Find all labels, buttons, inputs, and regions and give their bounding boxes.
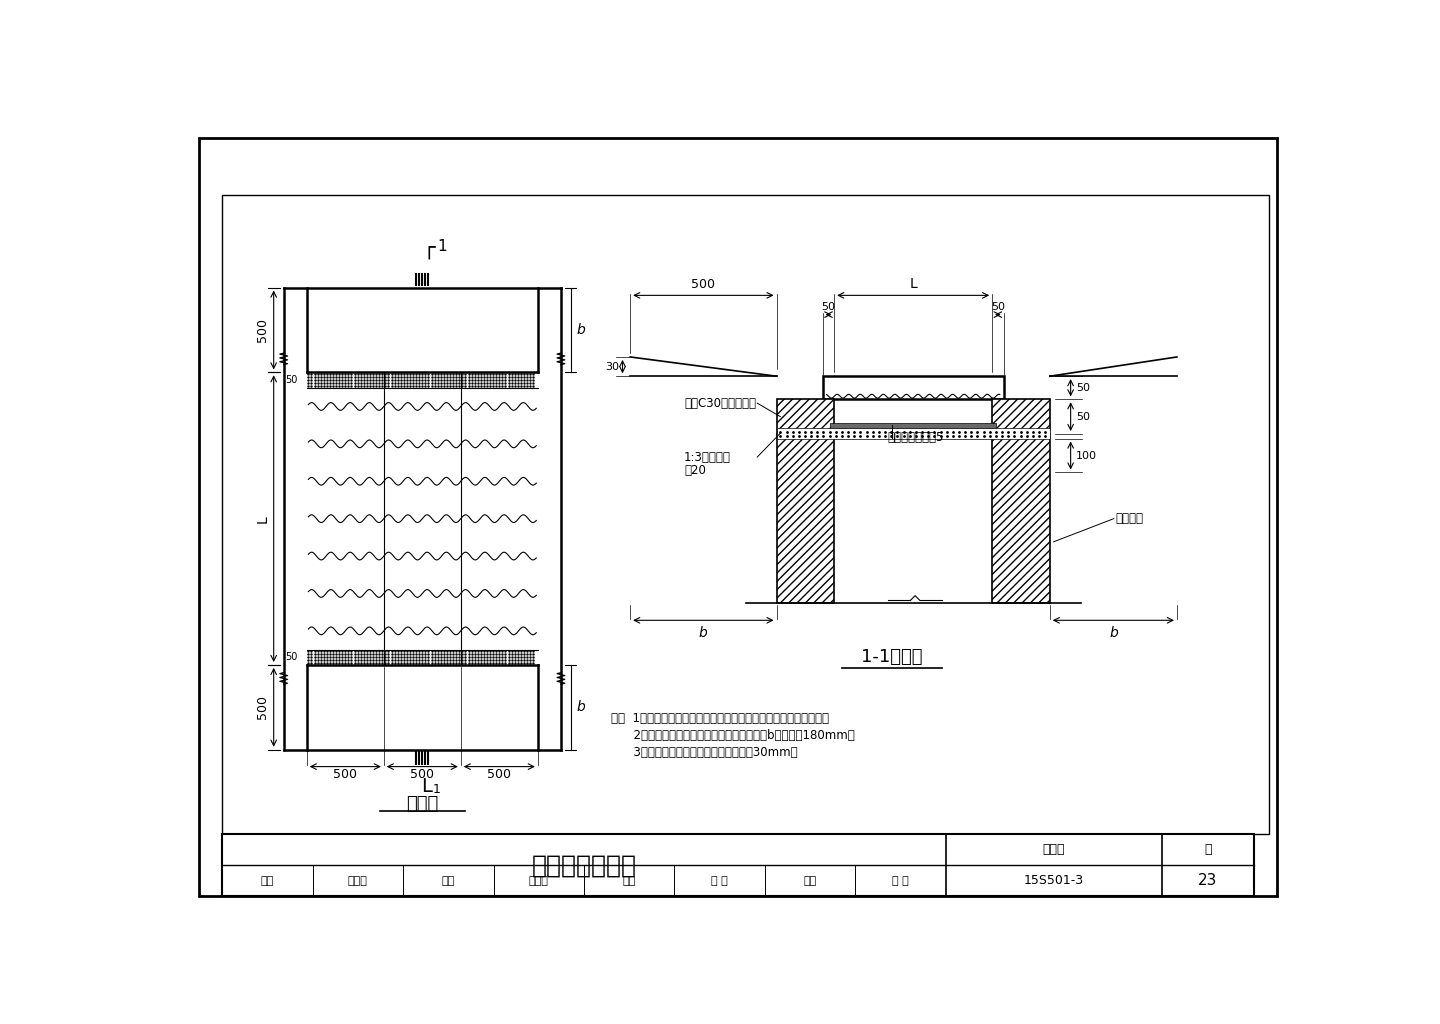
Bar xyxy=(455,385,467,391)
Bar xyxy=(776,399,834,434)
Text: 钟建庆: 钟建庆 xyxy=(528,876,549,886)
Text: 50: 50 xyxy=(991,301,1005,311)
Text: 赵兴国: 赵兴国 xyxy=(348,876,367,886)
Text: b: b xyxy=(698,627,707,640)
Bar xyxy=(222,835,1254,896)
Text: 50: 50 xyxy=(1076,412,1090,422)
Text: 1:3水泥砂浆: 1:3水泥砂浆 xyxy=(684,451,732,464)
Text: 23: 23 xyxy=(1198,873,1217,888)
Text: 制图: 制图 xyxy=(622,876,636,886)
Bar xyxy=(222,196,1269,835)
Text: 15S501-3: 15S501-3 xyxy=(1024,874,1084,887)
Bar xyxy=(377,385,390,391)
Text: 1: 1 xyxy=(438,240,448,254)
Text: 500: 500 xyxy=(256,318,269,342)
Text: 50: 50 xyxy=(285,652,298,663)
Text: 500: 500 xyxy=(256,695,269,719)
Text: 注：  1．明沟侧墙材料：砖砌体、混凝土模块砌体、钢筋混凝土等。: 注： 1．明沟侧墙材料：砖砌体、混凝土模块砌体、钢筋混凝土等。 xyxy=(611,713,829,725)
Bar xyxy=(307,373,537,665)
Text: 叶 琳: 叶 琳 xyxy=(711,876,729,886)
Text: 30: 30 xyxy=(605,361,619,372)
Text: 图集号: 图集号 xyxy=(1043,843,1066,856)
Text: 500: 500 xyxy=(487,768,511,780)
Bar xyxy=(776,434,834,603)
Text: b: b xyxy=(576,700,585,715)
Bar xyxy=(992,434,1050,603)
Text: 设计: 设计 xyxy=(804,876,816,886)
Text: 50: 50 xyxy=(1076,383,1090,393)
Text: 页: 页 xyxy=(1204,843,1211,856)
Text: 2．混凝土座圈宽度不应小于明沟侧墙宽度b且不小于180mm。: 2．混凝土座圈宽度不应小于明沟侧墙宽度b且不小于180mm。 xyxy=(611,729,855,742)
Bar xyxy=(822,376,1004,399)
Text: 校对: 校对 xyxy=(442,876,455,886)
Text: L: L xyxy=(909,276,917,291)
Text: L: L xyxy=(420,777,432,796)
Text: 现浇C30混凝土座圈: 现浇C30混凝土座圈 xyxy=(684,396,756,410)
Text: 500: 500 xyxy=(410,768,435,780)
Text: 弹性橡胶垫，厚5: 弹性橡胶垫，厚5 xyxy=(887,431,943,444)
Text: 厚20: 厚20 xyxy=(684,465,706,477)
Text: ┌: ┌ xyxy=(422,240,435,259)
Text: 50: 50 xyxy=(821,301,835,311)
Text: 1: 1 xyxy=(432,783,441,797)
Text: 1-1剖面图: 1-1剖面图 xyxy=(861,648,923,667)
Text: b: b xyxy=(576,323,585,337)
Bar xyxy=(776,428,1050,438)
Text: 100: 100 xyxy=(1076,451,1097,461)
Text: b: b xyxy=(1109,627,1117,640)
Text: 50: 50 xyxy=(285,375,298,385)
Text: 3．明沟算子顶应低于周围地面不小于30mm。: 3．明沟算子顶应低于周围地面不小于30mm。 xyxy=(611,746,798,759)
Bar xyxy=(377,646,390,652)
Text: 审核: 审核 xyxy=(261,876,274,886)
Text: 叶 琳: 叶 琳 xyxy=(893,876,909,886)
Text: 明沟侧墙: 明沟侧墙 xyxy=(1116,512,1143,525)
Bar xyxy=(831,423,996,428)
Text: 500: 500 xyxy=(333,768,357,780)
Text: 明沟算子安装图: 明沟算子安装图 xyxy=(531,853,636,878)
Text: 平面图: 平面图 xyxy=(406,795,438,813)
Bar xyxy=(992,399,1050,434)
Text: 500: 500 xyxy=(691,278,716,291)
Bar xyxy=(455,646,467,652)
Text: L: L xyxy=(255,515,269,522)
